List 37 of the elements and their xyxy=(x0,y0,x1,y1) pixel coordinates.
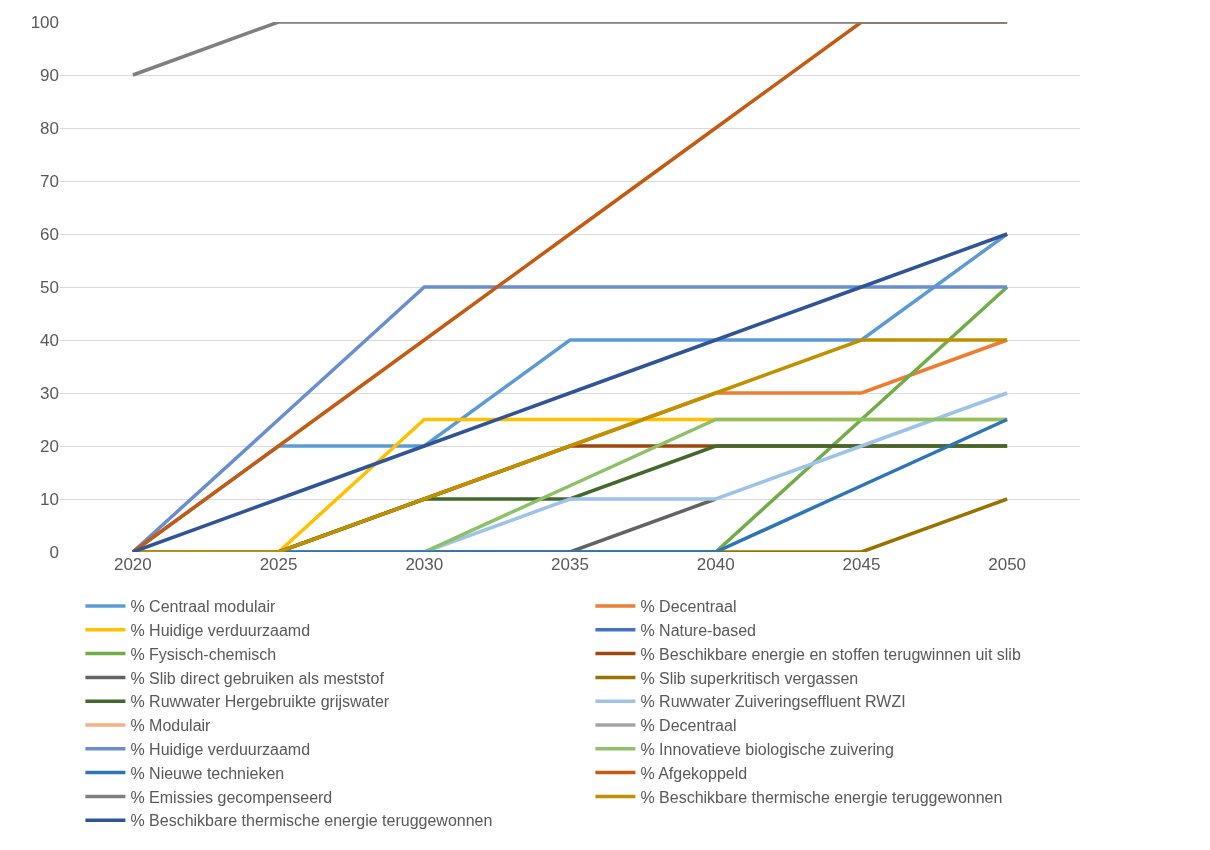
y-tick-label: 50 xyxy=(40,277,59,297)
legend-label: % Emissies gecompenseerd xyxy=(130,788,333,806)
y-tick-label: 20 xyxy=(40,436,59,456)
legend-label: % Beschikbare thermische energie teruggewonnen xyxy=(130,812,493,830)
y-tick-label: 60 xyxy=(40,224,59,244)
y-tick-label: 30 xyxy=(40,383,59,403)
y-tick-label: 10 xyxy=(40,489,59,509)
legend-label: % Nieuwe technieken xyxy=(130,764,285,782)
x-tick-label: 2035 xyxy=(551,555,589,574)
legend-label: % Huidige verduurzaamd xyxy=(130,622,311,640)
y-tick-label: 40 xyxy=(40,330,59,350)
legend-label: % Slib direct gebruiken als meststof xyxy=(130,669,385,687)
legend-label: % Decentraal xyxy=(640,717,737,735)
legend-label: % Slib superkritisch vergassen xyxy=(640,669,859,687)
x-tick-label: 2030 xyxy=(405,555,444,574)
legend-label: % Centraal modulair xyxy=(130,598,277,616)
legend-label: % Afgekoppeld xyxy=(640,764,748,782)
legend-label: % Beschikbare energie en stoffen terugwinnen uit slib xyxy=(640,645,1021,663)
legend-label: % Fysisch-chemisch xyxy=(130,645,277,663)
legend-label: % Ruwwater Zuiveringseffluent RWZI xyxy=(640,693,906,711)
x-tick-label: 2040 xyxy=(696,555,735,574)
legend-label: % Huidige verduurzaamd xyxy=(130,741,311,759)
y-tick-label: 70 xyxy=(40,171,59,191)
legend-label: % Innovatieve biologische zuivering xyxy=(640,741,894,759)
legend-label: % Beschikbare thermische energie teruggewonnen xyxy=(640,788,1003,806)
y-tick-label: 100 xyxy=(30,12,59,32)
x-tick-label: 2020 xyxy=(113,555,152,574)
legend-label: % Modulair xyxy=(130,717,212,735)
y-tick-label: 80 xyxy=(40,118,59,138)
legend-label: % Decentraal xyxy=(640,598,737,616)
legend-label: % Nature-based xyxy=(640,622,757,640)
x-tick-label: 2025 xyxy=(259,555,298,574)
x-tick-label: 2045 xyxy=(842,555,881,574)
legend-label: % Ruwwater Hergebruikte grijswater xyxy=(130,693,390,711)
x-tick-label: 2050 xyxy=(988,555,1027,574)
y-tick-label: 0 xyxy=(49,542,59,562)
y-tick-label: 90 xyxy=(40,65,59,85)
